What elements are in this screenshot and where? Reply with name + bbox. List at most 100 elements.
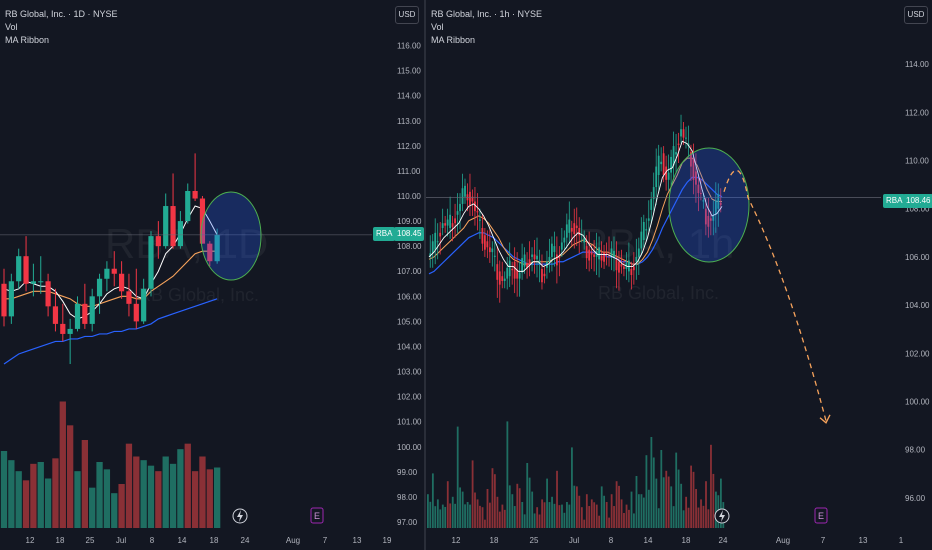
candle-body: [526, 262, 528, 268]
volume-bar: [585, 494, 588, 528]
volume-bar: [675, 452, 678, 528]
volume-bar: [439, 509, 442, 528]
volume-bar: [561, 504, 563, 528]
pane-divider[interactable]: [424, 0, 426, 550]
volume-bar: [484, 519, 486, 528]
ma-ribbon-indicator-label[interactable]: MA Ribbon: [5, 35, 50, 45]
volume-bar: [513, 506, 516, 528]
volume-bar: [620, 499, 623, 528]
company-watermark: RB Global, Inc.: [598, 283, 720, 303]
candle-body: [459, 203, 461, 212]
hourly-candlestick-chart[interactable]: 114.00 112.00 110.00 108.00 106.00 104.00 102.…: [426, 0, 932, 550]
candle-body: [600, 255, 603, 261]
price-axis-label: 102.00: [905, 349, 930, 358]
candle-body: [511, 268, 514, 271]
volume-bar: [118, 484, 125, 528]
time-axis-label: 25: [530, 536, 539, 545]
volume-indicator-label[interactable]: Vol: [5, 22, 18, 32]
volume-bar: [610, 494, 613, 528]
last-price-tag: 108.46: [903, 194, 932, 208]
candle-body: [670, 156, 672, 173]
volume-bar: [125, 443, 133, 528]
candle-body: [645, 229, 648, 231]
price-axis-label: 98.00: [905, 446, 926, 455]
volume-bar: [600, 486, 603, 528]
volume-bar: [590, 499, 593, 528]
volume-bar: [642, 497, 645, 528]
last-price-tag: 108.45: [394, 227, 424, 241]
volume-bar: [511, 494, 514, 528]
time-axis-label: 8: [150, 536, 155, 545]
volume-bar: [712, 473, 715, 528]
daily-chart-pane[interactable]: RBA, 1D RB Global, Inc. 116.00 115.00 114.…: [0, 0, 424, 550]
volume-bar: [700, 499, 702, 528]
volume-bar: [22, 480, 30, 528]
volume-bar: [177, 449, 184, 528]
candle-body: [444, 223, 447, 226]
chart-title[interactable]: RB Global, Inc. · 1D · NYSE: [5, 9, 118, 19]
candle-body: [133, 303, 139, 322]
candle-body: [45, 281, 51, 307]
price-axis-label: 96.00: [905, 494, 926, 503]
candle-body: [555, 254, 558, 266]
symbol-price-tag: RBA: [883, 194, 906, 208]
candle-body: [214, 234, 220, 262]
candle-body: [155, 236, 161, 247]
volume-bar: [140, 460, 147, 528]
projection-arrow-head: [819, 414, 831, 424]
candle-body: [170, 206, 176, 247]
volume-bar: [665, 470, 668, 528]
volume-bar: [615, 481, 618, 528]
currency-button[interactable]: USD: [904, 6, 928, 24]
price-axis-label: 108.00: [397, 242, 422, 251]
candle-body: [657, 155, 660, 175]
candle-body: [466, 194, 469, 201]
candle-body: [620, 264, 623, 267]
ma-mid-line: [428, 157, 722, 265]
currency-button[interactable]: USD: [395, 6, 419, 24]
candle-body: [1, 283, 7, 317]
price-axis-label: 115.00: [397, 67, 421, 76]
ma-ribbon-indicator-label[interactable]: MA Ribbon: [431, 35, 476, 45]
candle-body: [461, 188, 464, 204]
candle-body: [446, 219, 449, 226]
candle-body: [615, 259, 618, 271]
volume-bar: [548, 502, 551, 528]
ma-slow-line: [3, 298, 218, 365]
volume-bar: [715, 491, 717, 528]
candle-body: [714, 200, 717, 215]
candle-body: [635, 256, 638, 262]
volume-bar: [479, 505, 481, 528]
candle-body: [598, 247, 600, 260]
chart-title[interactable]: RB Global, Inc. · 1h · NYSE: [431, 9, 543, 19]
volume-bar: [625, 504, 628, 528]
volume-bar: [573, 485, 576, 528]
volume-bar: [503, 509, 506, 528]
candle-body: [523, 254, 526, 267]
candle-body: [449, 214, 452, 229]
volume-bar: [459, 487, 461, 528]
volume-bar: [652, 457, 655, 528]
price-axis-label: 110.00: [397, 192, 421, 201]
price-axis-label: 104.00: [905, 301, 930, 310]
hourly-chart-pane[interactable]: RBA, 1h RB Global, Inc. 114.00 112.00 110.…: [426, 0, 932, 550]
candle-body: [501, 276, 504, 282]
volume-bar: [155, 471, 162, 528]
candle-body: [163, 206, 169, 247]
volume-bar: [199, 456, 206, 528]
volume-bar: [37, 462, 44, 528]
candle-body: [471, 196, 474, 202]
daily-candlestick-chart[interactable]: 116.00 115.00 114.00 113.00 112.00 111.00 110.…: [0, 0, 424, 550]
volume-bar: [184, 443, 191, 528]
company-watermark: RB Global, Inc.: [138, 285, 260, 305]
candle-body: [578, 228, 581, 236]
volume-bar: [630, 491, 633, 528]
volume-bar: [536, 507, 539, 528]
candle-body: [642, 221, 645, 241]
volume-bar: [605, 502, 608, 528]
time-axis-label: 12: [452, 536, 461, 545]
volume-indicator-label[interactable]: Vol: [431, 22, 444, 32]
candle-body: [126, 291, 132, 304]
candle-body: [207, 243, 213, 262]
candle-body: [590, 252, 593, 255]
